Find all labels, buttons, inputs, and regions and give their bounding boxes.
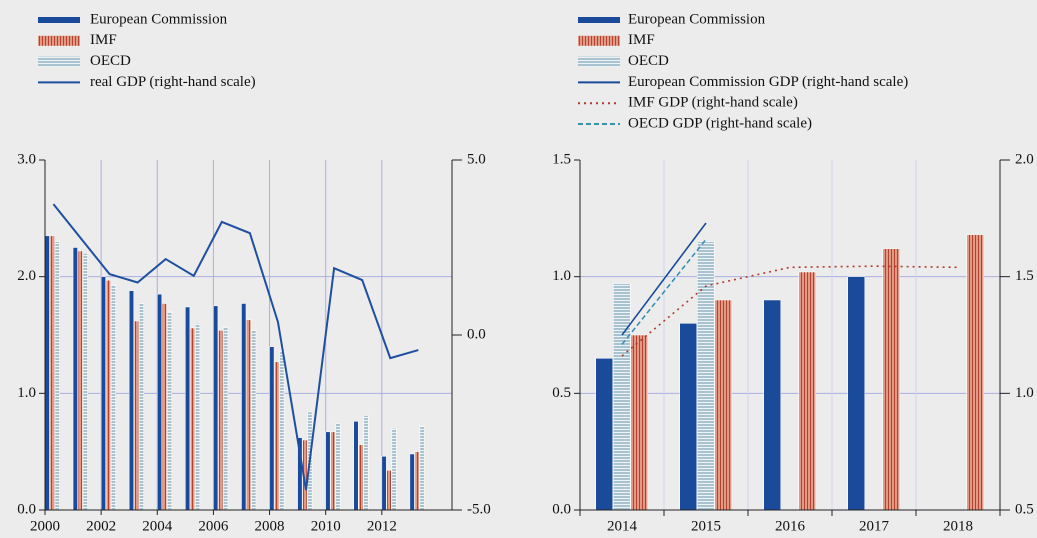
- bar: [274, 361, 280, 511]
- legend-label: OECD: [90, 53, 131, 69]
- legend-swatch: [38, 56, 80, 67]
- bar: [218, 330, 224, 511]
- line-series: [621, 238, 707, 345]
- x-tick-label: 2016: [775, 518, 806, 534]
- legend-label: IMF: [90, 32, 117, 48]
- bar: [44, 235, 50, 511]
- bar: [110, 284, 116, 511]
- bar: [613, 283, 631, 511]
- bar: [269, 346, 275, 511]
- bar: [335, 423, 341, 511]
- legend-swatch: [38, 35, 80, 46]
- bar: [105, 279, 111, 511]
- y2-tick-label: 2.0: [1015, 151, 1034, 167]
- bar: [381, 456, 387, 511]
- legend-label: European Commission: [90, 11, 228, 27]
- bar: [133, 320, 139, 511]
- y2-tick-label: 0.0: [467, 326, 486, 342]
- legend-swatch: [578, 17, 620, 23]
- legend-label: European Commission: [628, 11, 766, 27]
- bar: [595, 358, 613, 511]
- legend-swatch: [38, 17, 80, 23]
- y2-tick-label: 1.5: [1015, 268, 1034, 284]
- x-tick-label: 2012: [367, 518, 397, 534]
- bar: [414, 451, 420, 511]
- bar: [246, 319, 252, 511]
- y2-tick-label: 0.5: [1015, 501, 1034, 517]
- bar: [966, 234, 984, 511]
- bar: [679, 323, 697, 511]
- legend-label: OECD: [628, 53, 669, 69]
- bar: [72, 247, 78, 511]
- legend-label: IMF GDP (right-hand scale): [628, 95, 798, 111]
- x-tick-label: 2004: [142, 518, 173, 534]
- bar: [330, 431, 336, 511]
- y-tick-label: 1.0: [552, 268, 571, 284]
- legend-swatch: [578, 56, 620, 67]
- bar: [391, 428, 397, 511]
- legend-label: real GDP (right-hand scale): [90, 74, 256, 90]
- bar: [386, 470, 392, 511]
- bar: [363, 415, 369, 511]
- x-tick-label: 2006: [198, 518, 229, 534]
- x-tick-label: 2002: [86, 518, 116, 534]
- line-series: [52, 203, 419, 491]
- legend-label: European Commission GDP (right-hand scal…: [628, 74, 908, 90]
- bar: [763, 299, 781, 511]
- x-tick-label: 2014: [607, 518, 638, 534]
- bar: [82, 253, 88, 511]
- bar: [157, 293, 163, 511]
- x-tick-label: 2015: [691, 518, 721, 534]
- bar: [279, 351, 285, 511]
- bar: [409, 453, 415, 511]
- y2-tick-label: 1.0: [1015, 385, 1034, 401]
- bar: [714, 299, 732, 511]
- line-series: [621, 222, 707, 336]
- y-tick-label: 0.5: [552, 385, 571, 401]
- y2-tick-label: -5.0: [467, 501, 491, 517]
- bar: [697, 241, 715, 511]
- y-tick-label: 0.0: [17, 501, 36, 517]
- y-tick-label: 3.0: [17, 151, 36, 167]
- bar: [185, 306, 191, 511]
- y-tick-label: 0.0: [552, 501, 571, 517]
- bar: [630, 334, 648, 511]
- bar: [798, 271, 816, 511]
- bar: [100, 276, 106, 511]
- legend-swatch: [578, 35, 620, 46]
- y-tick-label: 1.0: [17, 385, 36, 401]
- bar: [128, 290, 134, 511]
- bar: [190, 327, 196, 511]
- legend-label: IMF: [628, 32, 655, 48]
- y2-tick-label: 5.0: [467, 151, 486, 167]
- bar: [241, 303, 247, 511]
- line-series: [621, 265, 959, 357]
- bar: [138, 303, 144, 511]
- bar: [223, 326, 229, 511]
- bar: [77, 250, 83, 511]
- bar: [882, 248, 900, 511]
- x-tick-label: 2018: [943, 518, 973, 534]
- bar: [213, 305, 219, 511]
- x-tick-label: 2010: [311, 518, 341, 534]
- bar: [162, 303, 168, 511]
- bar: [325, 431, 331, 511]
- x-tick-label: 2008: [255, 518, 285, 534]
- bar: [847, 276, 865, 511]
- y-tick-label: 1.5: [552, 151, 571, 167]
- bar: [251, 330, 257, 511]
- y-tick-label: 2.0: [17, 268, 36, 284]
- legend-label: OECD GDP (right-hand scale): [628, 115, 812, 131]
- bar: [358, 444, 364, 511]
- x-tick-label: 2000: [30, 518, 60, 534]
- bar: [353, 421, 359, 511]
- x-tick-label: 2017: [859, 518, 890, 534]
- bar: [167, 311, 173, 511]
- bar: [195, 323, 201, 511]
- bar: [54, 241, 60, 511]
- bar: [49, 235, 55, 511]
- bar: [419, 425, 425, 511]
